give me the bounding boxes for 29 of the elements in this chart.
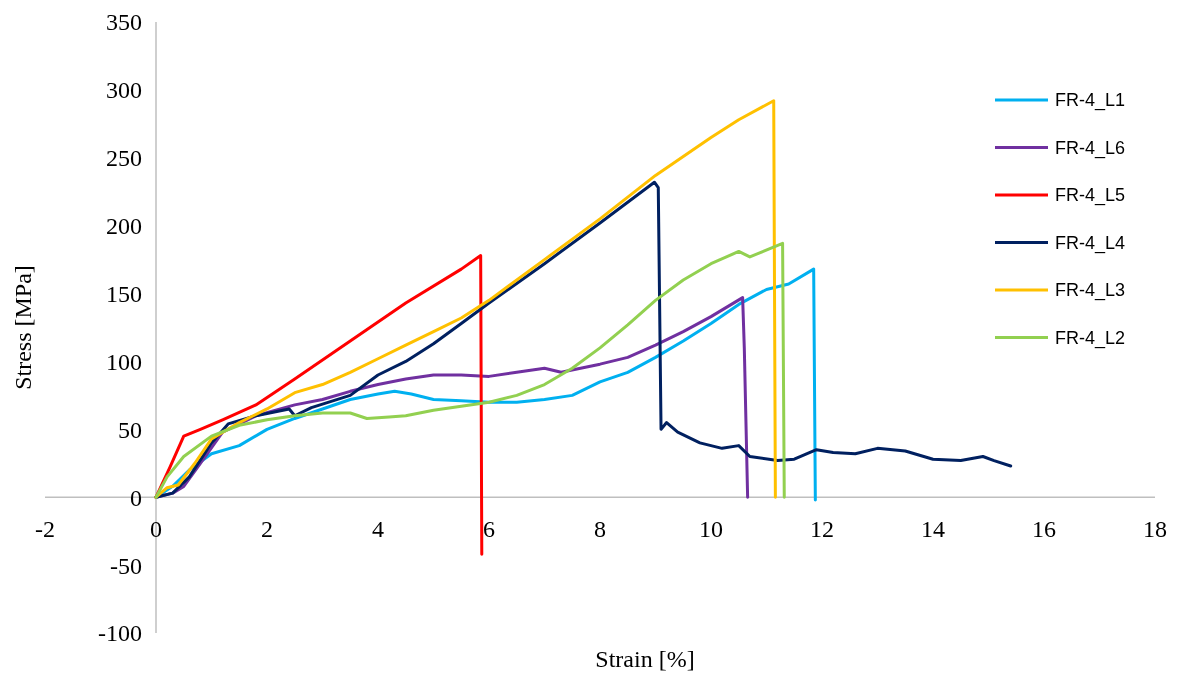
x-tick-label: 18 [1143, 516, 1167, 543]
legend-label: FR-4_L1 [1055, 90, 1126, 112]
y-tick-label: 300 [106, 77, 142, 104]
legend-label: FR-4_L6 [1055, 137, 1126, 159]
y-tick-label: 200 [106, 213, 142, 240]
x-axis-title: Strain [%] [595, 646, 695, 672]
y-tick-label: 350 [106, 9, 142, 36]
legend-label: FR-4_L5 [1055, 185, 1126, 207]
y-tick-label: 50 [118, 416, 142, 443]
x-tick-label: 0 [150, 516, 162, 543]
y-tick-label: 0 [130, 484, 142, 511]
x-tick-label: 8 [594, 516, 606, 543]
x-tick-label: 10 [699, 516, 723, 543]
x-tick-label: 6 [483, 516, 495, 543]
legend-label: FR-4_L2 [1055, 327, 1126, 349]
x-tick-label: 14 [921, 516, 945, 543]
y-axis-title: Stress [MPa] [10, 265, 36, 390]
x-tick-label: 2 [261, 516, 273, 543]
y-tick-label: 150 [106, 280, 142, 307]
x-tick-label: -2 [35, 516, 55, 543]
y-tick-label: 250 [106, 145, 142, 172]
y-tick-label: -50 [110, 552, 142, 579]
legend-label: FR-4_L3 [1055, 280, 1126, 302]
y-tick-label: -100 [98, 620, 142, 647]
legend-label: FR-4_L4 [1055, 232, 1126, 254]
x-tick-label: 16 [1032, 516, 1056, 543]
y-tick-label: 100 [106, 348, 142, 375]
x-tick-label: 12 [810, 516, 834, 543]
x-tick-label: 4 [372, 516, 384, 543]
